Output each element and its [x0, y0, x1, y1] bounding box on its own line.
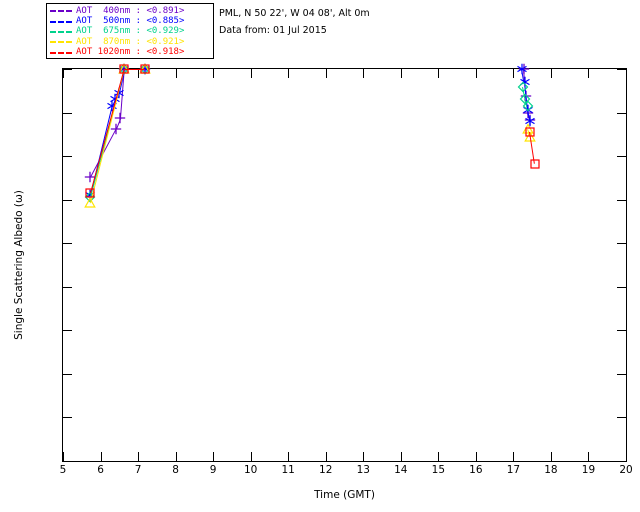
legend-label: AOT 500nm : <0.885>	[76, 16, 185, 27]
x-axis-tick-label: 11	[281, 464, 295, 476]
x-axis-tick	[175, 452, 177, 461]
x-axis-tick	[513, 452, 515, 461]
y-axis-tick	[63, 156, 72, 158]
x-axis-tick	[438, 452, 440, 461]
x-axis-tick	[588, 452, 590, 461]
x-axis-tick-label: 20	[619, 464, 633, 476]
legend-dash-icon	[50, 20, 72, 23]
y-axis-tick	[63, 286, 72, 288]
y-axis-tick	[617, 156, 626, 158]
series-connector	[90, 68, 125, 203]
legend-item-aot-675nm: AOT 675nm : <0.929>	[50, 27, 210, 37]
y-axis-tick	[617, 286, 626, 288]
y-axis-title: Single Scattering Albedo (ω)	[13, 190, 25, 340]
y-axis-tick	[63, 69, 72, 70]
x-axis-tick-label: 9	[209, 464, 217, 476]
x-axis-tick	[550, 69, 552, 78]
x-axis-tick	[100, 69, 102, 78]
x-axis-tick-label: 10	[243, 464, 258, 476]
x-axis-tick	[175, 69, 177, 78]
x-axis-tick	[138, 69, 140, 78]
x-axis-tick	[250, 69, 252, 78]
x-axis-tick	[288, 452, 290, 461]
site-location-line: PML, N 50 22', W 04 08', Alt 0m	[219, 8, 370, 19]
x-axis-tick-label: 16	[469, 464, 483, 476]
x-axis-tick	[63, 452, 64, 461]
plot-area: 0.10.20.30.40.50.60.70.80.91.05678910111…	[13, 63, 633, 501]
chart-legend: AOT 400nm : <0.891> AOT 500nm : <0.885> AO…	[46, 3, 214, 59]
y-axis-tick	[617, 373, 626, 375]
y-axis-tick	[63, 199, 72, 201]
x-axis-tick	[550, 452, 552, 461]
y-axis-tick	[617, 112, 626, 114]
x-axis-tick	[626, 69, 627, 78]
legend-dash-icon	[50, 10, 72, 13]
x-axis-tick-label: 8	[172, 464, 179, 476]
x-axis-tick	[513, 69, 515, 78]
y-axis-tick	[617, 417, 626, 419]
x-axis-tick-label: 13	[356, 464, 370, 476]
y-axis-tick	[617, 69, 626, 70]
legend-label: AOT 870nm : <0.921>	[76, 36, 185, 47]
series-connector	[123, 69, 145, 70]
x-axis-tick	[138, 452, 140, 461]
x-axis-tick-label: 5	[59, 464, 67, 476]
x-axis-tick	[588, 69, 590, 78]
data-date-line: Data from: 01 Jul 2015	[219, 25, 327, 36]
x-axis-tick-label: 19	[581, 464, 596, 476]
x-axis-tick	[438, 69, 440, 78]
y-axis-tick	[63, 461, 72, 462]
x-axis-tick	[626, 452, 627, 461]
legend-dash-icon	[50, 51, 72, 54]
x-axis-tick	[363, 452, 365, 461]
x-axis-tick	[250, 452, 252, 461]
x-axis-tick	[63, 69, 64, 78]
y-axis-tick	[617, 199, 626, 201]
x-axis-tick-label: 7	[134, 464, 142, 476]
x-axis-tick	[475, 69, 477, 78]
legend-item-aot-1020nm: AOT 1020nm : <0.918>	[50, 48, 210, 58]
legend-dash-icon	[50, 41, 72, 44]
plot-inner: 0.10.20.30.40.50.60.70.80.91.05678910111…	[60, 63, 633, 476]
y-axis-tick	[617, 461, 626, 462]
x-axis-tick	[100, 452, 102, 461]
x-axis-tick	[213, 452, 215, 461]
legend-label: AOT 675nm : <0.929>	[76, 26, 185, 37]
x-axis-tick	[213, 69, 215, 78]
x-axis-tick	[288, 69, 290, 78]
y-axis-tick	[63, 112, 72, 114]
legend-label: AOT 1020nm : <0.918>	[76, 47, 185, 58]
legend-item-aot-500nm: AOT 500nm : <0.885>	[50, 16, 210, 26]
legend-item-aot-870nm: AOT 870nm : <0.921>	[50, 37, 210, 47]
x-axis-tick	[325, 69, 327, 78]
x-axis-tick-label: 14	[394, 464, 408, 476]
y-axis-tick	[617, 243, 626, 245]
x-axis-tick-label: 6	[97, 464, 104, 476]
header-annotations: PML, N 50 22', W 04 08', Alt 0m Data fro…	[219, 5, 370, 39]
x-axis-tick-label: 18	[544, 464, 558, 476]
y-axis-tick	[617, 330, 626, 332]
legend-item-aot-400nm: AOT 400nm : <0.891>	[50, 6, 210, 16]
y-axis-tick	[63, 330, 72, 332]
x-axis-tick	[400, 69, 402, 78]
x-axis-tick	[325, 452, 327, 461]
x-axis-title: Time (GMT)	[314, 489, 375, 501]
x-axis-tick-label: 12	[319, 464, 333, 476]
y-axis-tick	[63, 373, 72, 375]
x-axis-tick-label: 15	[431, 464, 446, 476]
y-axis-tick	[63, 417, 72, 419]
legend-label: AOT 400nm : <0.891>	[76, 5, 185, 16]
x-axis-tick-label: 17	[506, 464, 521, 476]
x-axis-tick	[363, 69, 365, 78]
y-axis-tick	[63, 243, 72, 245]
x-axis-tick	[400, 452, 402, 461]
legend-dash-icon	[50, 30, 72, 33]
x-axis-tick	[475, 452, 477, 461]
